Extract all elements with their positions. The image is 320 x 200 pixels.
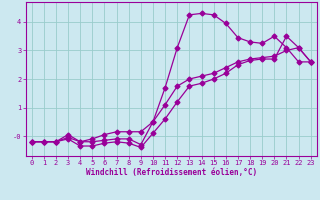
X-axis label: Windchill (Refroidissement éolien,°C): Windchill (Refroidissement éolien,°C) [86, 168, 257, 177]
